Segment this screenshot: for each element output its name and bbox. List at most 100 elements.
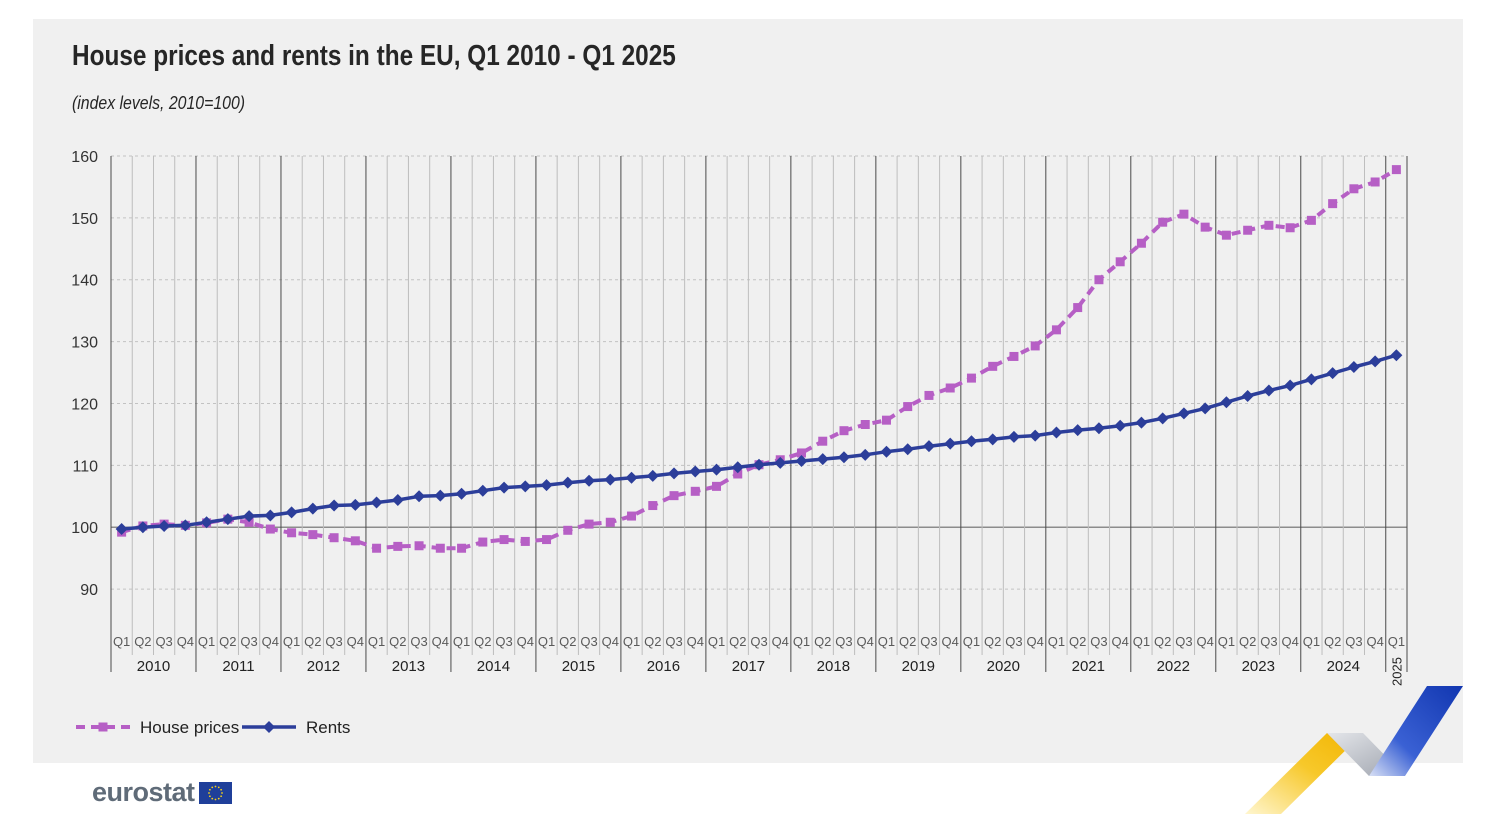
x-quarter-label: Q1 — [283, 634, 300, 649]
x-year-label: 2017 — [732, 658, 765, 675]
x-quarter-label: Q2 — [219, 634, 236, 649]
x-quarter-label: Q1 — [453, 634, 470, 649]
eurostat-logo: eurostat — [92, 777, 232, 808]
decorative-chevron-graphic — [1245, 686, 1463, 814]
data-point-rents — [1050, 426, 1063, 439]
x-quarter-label: Q2 — [1069, 634, 1086, 649]
data-point-rents — [115, 523, 128, 536]
x-quarter-label: Q1 — [1048, 634, 1065, 649]
x-quarter-label: Q4 — [942, 634, 959, 649]
data-point-rents — [689, 465, 702, 478]
data-point-rents — [774, 456, 787, 469]
y-tick-label: 140 — [71, 273, 98, 290]
x-quarter-label: Q4 — [262, 634, 279, 649]
data-point-house-prices — [690, 486, 700, 496]
data-point-house-prices — [393, 541, 403, 551]
x-quarter-label: Q1 — [538, 634, 555, 649]
data-point-rents — [1305, 373, 1318, 386]
x-year-label: 2010 — [137, 658, 170, 675]
data-point-house-prices — [1264, 220, 1274, 230]
data-point-house-prices — [350, 536, 360, 546]
flag-star — [210, 785, 213, 788]
data-point-rents — [158, 519, 171, 532]
data-point-rents — [136, 521, 149, 534]
data-point-house-prices — [308, 530, 318, 540]
data-point-rents — [1114, 419, 1127, 432]
data-point-rents — [561, 476, 574, 489]
data-point-rents — [391, 493, 404, 506]
gridlines — [110, 155, 1408, 672]
data-point-rents — [1262, 384, 1275, 397]
data-point-house-prices — [669, 491, 679, 501]
y-tick-label: 150 — [71, 211, 98, 228]
x-year-label: 2016 — [647, 658, 680, 675]
data-point-rents — [1177, 407, 1190, 420]
x-quarter-label: Q3 — [1005, 634, 1022, 649]
data-point-house-prices — [478, 537, 488, 547]
data-point-house-prices — [499, 535, 509, 545]
data-point-rents — [179, 519, 192, 532]
flag-star — [214, 798, 216, 800]
series — [115, 165, 1403, 553]
x-quarter-label: Q4 — [1196, 634, 1213, 649]
data-point-rents — [1199, 402, 1212, 415]
data-point-house-prices — [1115, 257, 1125, 267]
x-quarter-label: Q4 — [687, 634, 704, 649]
data-point-house-prices — [1221, 230, 1231, 240]
data-point-rents — [1326, 367, 1339, 380]
data-point-rents — [264, 509, 277, 522]
x-quarter-label: Q2 — [134, 634, 151, 649]
x-year-label: 2025 — [1389, 657, 1404, 686]
data-point-house-prices — [1009, 351, 1019, 361]
x-quarter-label: Q4 — [602, 634, 619, 649]
chart-subtitle: (index levels, 2010=100) — [72, 93, 246, 113]
data-point-house-prices — [1200, 222, 1210, 232]
data-point-rents — [1156, 412, 1169, 425]
data-point-rents — [604, 473, 617, 486]
data-point-rents — [816, 453, 829, 466]
data-point-house-prices — [1328, 199, 1338, 209]
data-point-house-prices — [796, 448, 806, 458]
x-quarter-label: Q1 — [793, 634, 810, 649]
x-quarter-label: Q2 — [1324, 634, 1341, 649]
data-point-rents — [1284, 379, 1297, 392]
x-quarter-label: Q3 — [1090, 634, 1107, 649]
x-quarter-label: Q1 — [878, 634, 895, 649]
x-quarter-label: Q2 — [1239, 634, 1256, 649]
data-point-rents — [753, 458, 765, 471]
data-point-house-prices — [903, 402, 913, 412]
x-quarter-label: Q2 — [984, 634, 1001, 649]
data-point-rents — [328, 499, 341, 512]
data-point-house-prices — [457, 543, 467, 553]
flag-star — [208, 788, 211, 791]
x-year-label: 2011 — [222, 658, 254, 675]
data-point-rents — [349, 498, 362, 511]
data-point-rents — [1347, 360, 1360, 373]
data-point-house-prices — [648, 501, 658, 511]
data-point-house-prices — [627, 511, 637, 521]
data-point-rents — [901, 443, 914, 456]
data-point-house-prices — [1030, 341, 1040, 351]
x-year-label: 2020 — [987, 658, 1020, 675]
x-quarter-label: Q4 — [1112, 634, 1129, 649]
data-point-house-prices — [372, 543, 382, 553]
x-quarter-label: Q2 — [559, 634, 576, 649]
legend-label-house-prices: House prices — [140, 718, 239, 737]
data-point-house-prices — [414, 541, 424, 551]
data-point-house-prices — [1158, 217, 1168, 227]
data-point-rents — [859, 448, 872, 461]
legend-label-rents: Rents — [306, 718, 350, 737]
data-point-rents — [1241, 390, 1254, 403]
data-point-house-prices — [924, 390, 934, 400]
data-point-rents — [1071, 424, 1084, 437]
data-point-rents — [540, 479, 553, 492]
flag-star — [210, 797, 213, 800]
data-point-rents — [986, 433, 999, 446]
x-quarter-label: Q4 — [347, 634, 364, 649]
data-point-rents — [434, 489, 447, 502]
x-year-label: 2015 — [562, 658, 595, 675]
x-quarter-label: Q3 — [1175, 634, 1192, 649]
flag-star — [214, 785, 216, 787]
flag-star — [207, 791, 210, 794]
